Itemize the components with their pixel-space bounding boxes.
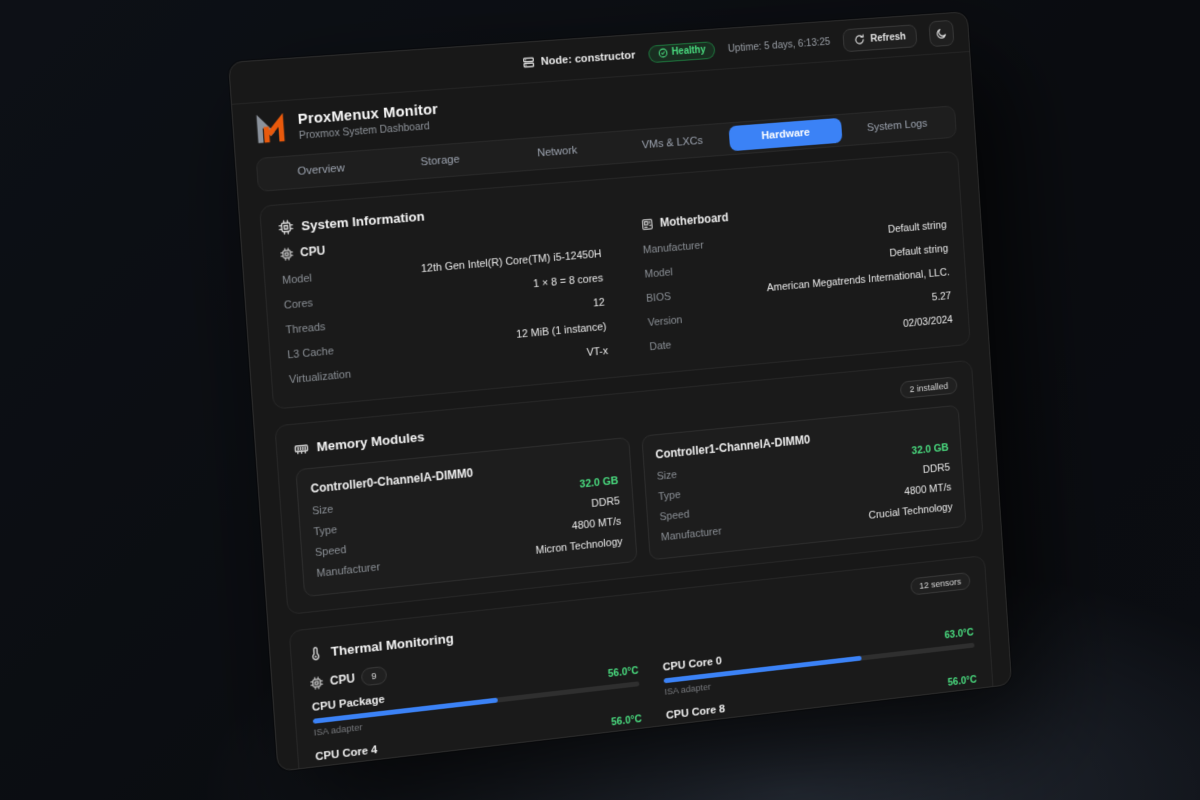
memory-count-badge: 2 installed (899, 376, 958, 399)
section-title-memory-modules: Memory Modules (316, 428, 425, 454)
cpu-info-block: CPU Model 12th Gen Intel(R) Core(TM) i5-1… (280, 221, 609, 392)
temperature-value: 50.0°C (614, 761, 646, 772)
refresh-icon (854, 33, 866, 45)
chip-icon (278, 219, 294, 235)
motherboard-info-block: Motherboard Manufacturer Default string M… (641, 193, 954, 359)
moon-icon (935, 27, 948, 40)
section-title-thermal-monitoring: Thermal Monitoring (330, 630, 455, 659)
tab-vms-lxcs[interactable]: VMs & LXCs (641, 135, 704, 152)
memory-module-card: Controller1-ChannelA-DIMM0 Size 32.0 GB T… (640, 404, 967, 561)
refresh-label: Refresh (869, 30, 907, 45)
cpu-icon (280, 247, 294, 261)
thermometer-icon (308, 645, 324, 661)
motherboard-icon (641, 217, 654, 231)
temperature-value: 56.0°C (607, 664, 639, 680)
main-content: System Information CPU Model 12th Gen Int… (239, 146, 1012, 772)
sensor-item: CPU Core 1250.0°C ISA adapter (318, 761, 647, 771)
theme-toggle-button[interactable] (928, 19, 955, 48)
section-title-system-information: System Information (300, 208, 426, 234)
memory-module-card: Controller0-ChannelA-DIMM0 Size 32.0 GB T… (295, 436, 638, 598)
cpu-chip-icon (310, 675, 324, 689)
cpu-group-label: CPU (329, 671, 356, 688)
tab-overview[interactable]: Overview (297, 162, 346, 178)
node-label: Node: constructor (540, 49, 636, 68)
app-header: ProxMenux Monitor Proxmox System Dashboa… (232, 52, 973, 156)
refresh-button[interactable]: Refresh (842, 23, 918, 52)
temperature-value: 56.0°C (610, 713, 643, 729)
app-window: Node: constructor Healthy Uptime: 5 days… (228, 11, 1013, 772)
memory-icon (293, 440, 309, 456)
tab-storage[interactable]: Storage (420, 153, 461, 169)
proxmenux-logo (253, 110, 289, 146)
temperature-value: 53.0°C (950, 720, 981, 736)
temperature-bar (670, 736, 981, 772)
uptime-label: Uptime: 5 days, 6:13:25 (727, 35, 831, 55)
tab-system-logs[interactable]: System Logs (866, 117, 928, 134)
sensor-count-badge: 12 sensors (909, 571, 971, 596)
node-indicator: Node: constructor (522, 49, 636, 70)
tab-network[interactable]: Network (536, 144, 578, 160)
health-badge: Healthy (647, 40, 716, 63)
server-icon (522, 56, 535, 70)
tab-hardware[interactable]: Hardware (728, 117, 843, 152)
cpu-group-count-badge: 9 (361, 665, 387, 687)
motherboard-block-title: Motherboard (659, 210, 729, 230)
sensor-adapter-label: ISA adapter (671, 745, 982, 771)
temperature-value: 56.0°C (947, 673, 978, 689)
temperature-value: 63.0°C (944, 626, 974, 642)
health-label: Healthy (671, 44, 706, 58)
check-circle-icon (657, 47, 668, 58)
cpu-block-title: CPU (299, 243, 326, 260)
